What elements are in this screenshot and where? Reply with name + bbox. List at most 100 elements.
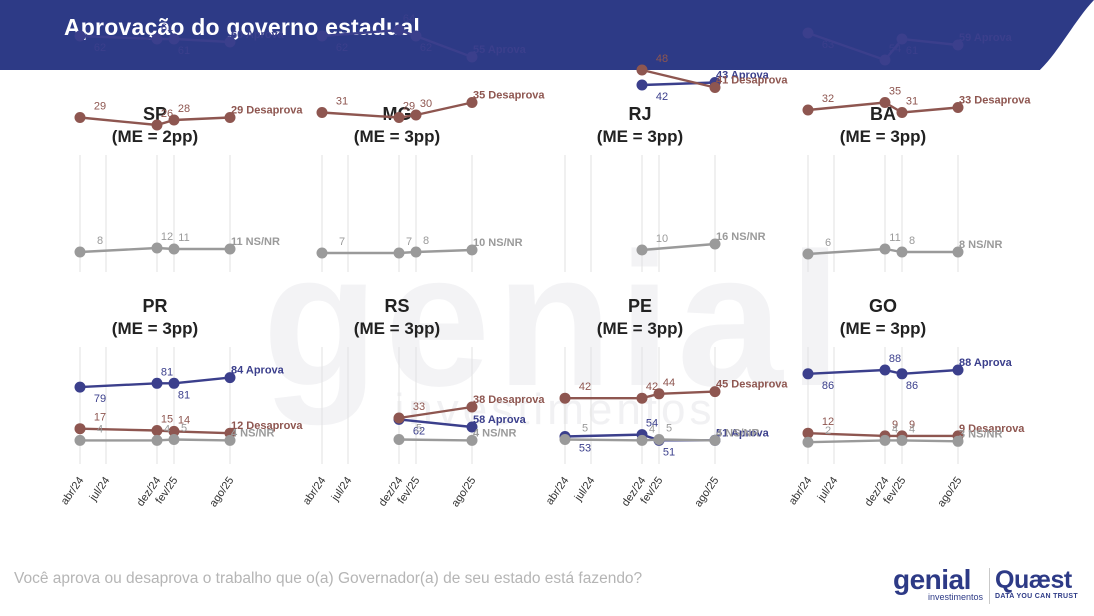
chart-title: RJ (628, 104, 651, 124)
data-label: 63 (822, 39, 834, 51)
series-line (398, 405, 473, 420)
data-point (466, 51, 478, 63)
data-label: 64 (403, 13, 415, 25)
series-nsnr: 7 7 8 10 NS/NR (316, 235, 523, 259)
data-point (74, 246, 86, 258)
data-label: 29 (94, 101, 106, 113)
series-line (79, 376, 231, 389)
data-point (466, 244, 478, 256)
series-nsnr: 6 11 8 8 NS/NR (802, 232, 1002, 260)
x-tick-label: abr/24 (59, 475, 87, 507)
series-end-label: 8 NS/NR (959, 239, 1002, 251)
series-end-label: 84 Aprova (231, 365, 285, 377)
chart-margin-error: (ME = 3pp) (840, 319, 926, 338)
series-end-label: 4 NS/NR (716, 427, 759, 439)
series-line (79, 116, 231, 127)
quaest-logo-name: Quæst (995, 566, 1072, 594)
series-line (321, 101, 473, 119)
data-label: 2 (825, 425, 831, 437)
data-label: 5 (181, 423, 187, 435)
data-label: 4 (97, 423, 103, 435)
series-line (564, 438, 716, 442)
data-point (802, 104, 814, 116)
data-point (316, 30, 328, 42)
data-point (653, 388, 665, 400)
data-point (224, 243, 236, 255)
data-label: 54 (646, 418, 658, 430)
data-point (952, 246, 964, 258)
series-nsnr: 5 4 NS/NR (393, 423, 516, 446)
chart-title: SP (143, 104, 167, 124)
data-label: 88 (889, 353, 901, 365)
data-point (896, 368, 908, 380)
data-point (393, 412, 405, 424)
series-desaprova: 31 29 30 35 Desaprova (316, 90, 545, 123)
data-point (74, 30, 86, 42)
genial-logo: genial investimentos (893, 566, 983, 606)
data-point (896, 434, 908, 446)
data-label: 4 (892, 423, 898, 435)
data-label: 86 (822, 380, 834, 392)
data-point (896, 246, 908, 258)
series-aprova: 62 61 61 60 Aprova (74, 22, 285, 57)
series-line (565, 390, 716, 400)
series-line (79, 246, 230, 254)
data-label: 9 (909, 419, 915, 431)
data-label: 62 (336, 42, 348, 54)
data-point (952, 39, 964, 51)
data-point (151, 33, 163, 45)
x-tick-label: jul/24 (572, 475, 597, 504)
data-label: 5 (666, 423, 672, 435)
data-point (393, 24, 405, 36)
chart-title: PE (628, 296, 652, 316)
data-label: 51 (663, 446, 675, 458)
series-end-label: 38 Desaprova (473, 394, 545, 406)
data-point (224, 372, 236, 384)
data-point (168, 425, 180, 437)
series-aprova: 63 54 61 59 Aprova (802, 27, 1013, 66)
series-end-label: 3 NS/NR (959, 428, 1002, 440)
data-label: 61 (906, 45, 918, 57)
data-point (410, 109, 422, 121)
series-end-label: 59 Aprova (959, 32, 1013, 44)
logo-divider (989, 568, 990, 604)
x-tick-label: jul/24 (815, 475, 840, 504)
series-line (807, 31, 959, 62)
data-label: 4 (649, 423, 655, 435)
data-label: 11 (889, 232, 900, 244)
series-line (807, 368, 959, 376)
data-label: 4 (909, 423, 915, 435)
data-point (393, 112, 405, 123)
data-point (879, 54, 891, 66)
series-end-label: 33 Desaprova (959, 95, 1031, 107)
series-end-label: 16 NS/NR (716, 231, 766, 243)
survey-question: Você aprova ou desaprova o trabalho que … (14, 570, 643, 587)
data-label: 81 (178, 389, 190, 401)
data-point (224, 434, 236, 446)
series-line (79, 427, 231, 435)
data-point (896, 33, 908, 45)
data-point (466, 421, 478, 433)
series-end-label: 60 Aprova (231, 29, 285, 41)
chart-title: GO (869, 296, 897, 316)
series-aprova: 79 81 81 84 Aprova (74, 365, 285, 405)
data-label: 53 (579, 443, 591, 455)
data-point (636, 392, 648, 404)
series-end-label: 10 NS/NR (473, 237, 523, 249)
header-background (0, 0, 1094, 70)
chart-margin-error: (ME = 2pp) (112, 127, 198, 146)
data-point (636, 64, 648, 76)
series-end-label: 11 NS/NR (231, 236, 280, 248)
data-label: 9 (892, 419, 898, 431)
data-point (316, 247, 328, 259)
data-point (802, 427, 814, 439)
series-aprova: 62 64 62 55 Aprova (316, 13, 527, 63)
data-point (709, 386, 721, 398)
quaest-logo: Quæst DATA YOU CAN TRUST (995, 566, 1085, 606)
series-end-label: 29 Desaprova (231, 105, 303, 117)
data-point (802, 248, 814, 260)
